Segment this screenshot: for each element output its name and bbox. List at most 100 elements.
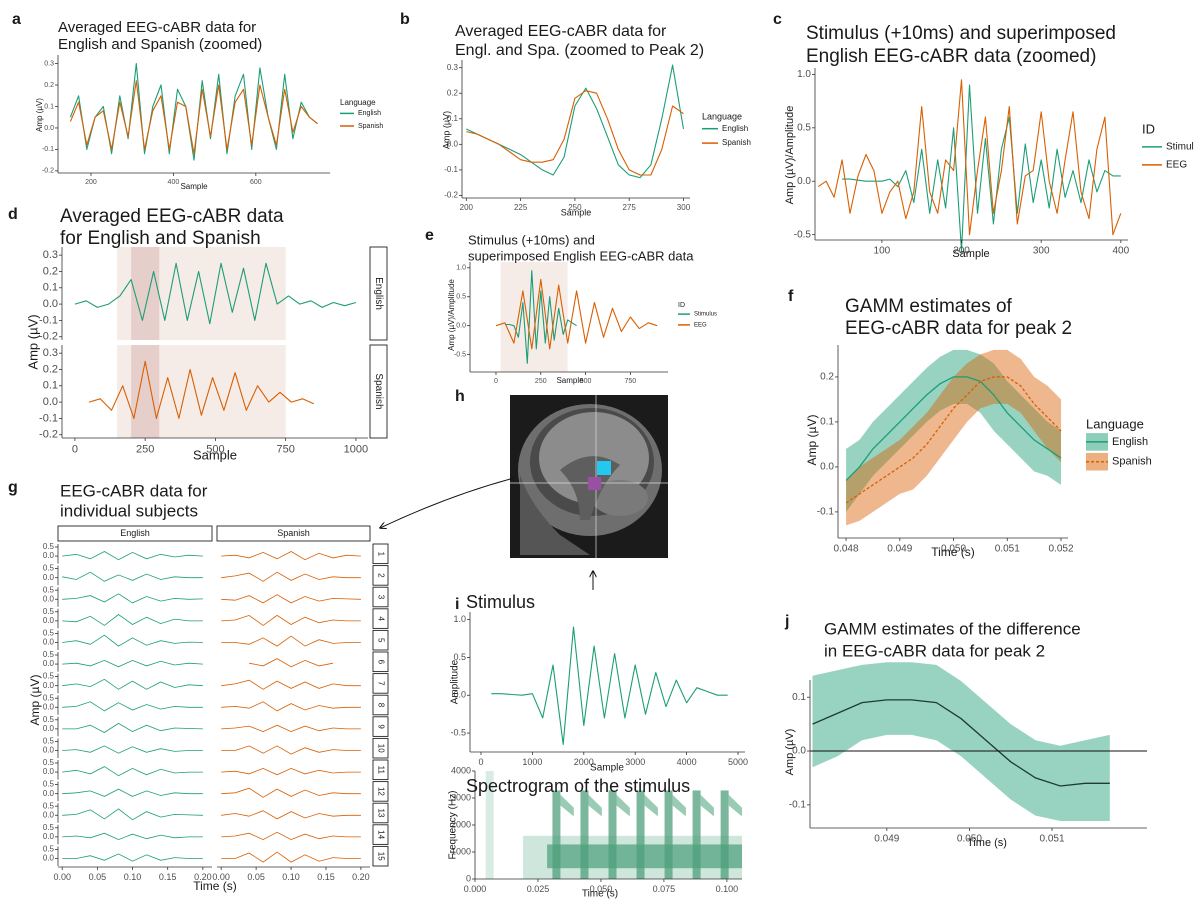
legend-label: Spanish — [1112, 456, 1152, 468]
y-tick-label: 1.0 — [456, 265, 466, 272]
column-label: Spanish — [277, 528, 310, 538]
data-line — [817, 79, 1122, 236]
y-axis-label: Amp (µV) — [784, 729, 796, 776]
x-axis-label: Sample — [180, 182, 208, 191]
y-tick-label: -0.1 — [817, 507, 835, 518]
legend-title: ID — [1142, 121, 1155, 136]
x-tick-label: 0 — [478, 757, 483, 767]
y-tick-label: 0.0 — [43, 573, 55, 582]
row-label: 10 — [376, 744, 385, 753]
x-tick-label: 200 — [460, 203, 474, 212]
row-strip — [372, 694, 389, 716]
row-strip — [372, 565, 389, 586]
panel-letter: f — [788, 288, 794, 305]
spectrogram-harmonic — [608, 790, 617, 879]
x-axis-label: Time (s) — [193, 879, 237, 893]
subject-line — [62, 571, 203, 582]
y-tick-label: 0.5 — [43, 823, 55, 832]
y-tick-label: 0.0 — [43, 746, 55, 755]
chart-title: EEG-cABR data for — [60, 481, 208, 500]
x-tick-label: 0.00 — [212, 872, 230, 882]
y-tick-label: 0.0 — [43, 551, 55, 560]
y-tick-label: 0.0 — [43, 298, 58, 310]
y-tick-label: 0 — [466, 873, 471, 883]
x-tick-label: 0.050 — [957, 834, 982, 845]
confidence-band — [846, 349, 1061, 526]
highlight-region — [131, 345, 160, 438]
row-strip — [372, 759, 389, 781]
x-tick-label: 600 — [250, 179, 262, 186]
x-tick-label: 0.050 — [941, 544, 966, 555]
y-tick-label: 0.0 — [453, 690, 466, 700]
y-tick-label: 0.0 — [43, 594, 55, 603]
subject-line — [62, 722, 203, 733]
subject-line — [62, 701, 203, 712]
x-tick-label: 0.100 — [716, 884, 739, 894]
legend-label: Spanish — [358, 123, 383, 130]
legend-label: Stimulus — [1166, 142, 1194, 153]
y-tick-label: -0.1 — [444, 165, 458, 174]
y-tick-label: -0.5 — [450, 727, 466, 737]
x-tick-label: 225 — [514, 203, 528, 212]
y-axis-label: Frequency (Hz) — [448, 791, 459, 860]
legend-label: Stimulus — [694, 312, 717, 318]
x-tick-label: 0 — [494, 378, 498, 385]
arrow — [380, 477, 515, 528]
subject-line — [221, 831, 361, 841]
row-strip — [372, 781, 389, 802]
y-axis-label: Amp (µV) — [805, 415, 819, 466]
row-label: 3 — [376, 595, 385, 600]
x-tick-label: 275 — [623, 203, 637, 212]
y-tick-label: 0.0 — [43, 789, 55, 798]
y-tick-label: -0.5 — [454, 351, 466, 358]
subject-line — [221, 701, 361, 712]
y-tick-label: 0.5 — [43, 801, 55, 810]
chart-title: English EEG-cABR data (zoomed) — [806, 46, 1096, 67]
highlight-region — [131, 247, 160, 340]
x-tick-label: 0.051 — [995, 544, 1020, 555]
y-axis-label: Amp (µV)/Amplitude — [447, 279, 456, 351]
x-tick-label: 0.00 — [53, 872, 71, 882]
y-tick-label: 1.0 — [453, 614, 466, 624]
chart-title: English and Spanish (zoomed) — [58, 36, 262, 53]
y-tick-label: 0.0 — [456, 323, 466, 330]
y-tick-label: -0.1 — [39, 412, 58, 424]
x-tick-label: 2000 — [574, 757, 594, 767]
x-tick-label: 5000 — [728, 757, 748, 767]
spectrogram-band — [547, 844, 742, 869]
panel-letter: h — [455, 388, 465, 405]
panel-letter: j — [784, 613, 789, 630]
y-tick-label: -0.1 — [789, 799, 807, 810]
row-label: 6 — [376, 660, 385, 665]
y-tick-label: 0.0 — [44, 125, 54, 132]
spectrogram-harmonic — [552, 790, 561, 879]
data-line — [466, 64, 685, 179]
row-label: 2 — [376, 573, 385, 578]
panel-letter: b — [400, 11, 410, 28]
subject-line — [249, 658, 334, 668]
y-tick-label: 3000 — [451, 792, 471, 802]
subject-line — [221, 851, 361, 863]
y-axis-label: Amp (µV)/Amplitude — [784, 106, 796, 205]
row-strip — [372, 673, 389, 694]
subject-line — [62, 832, 203, 841]
x-tick-label: 0.15 — [317, 872, 335, 882]
spectrogram-harmonic — [636, 790, 645, 879]
x-tick-label: 1000 — [344, 444, 368, 456]
spectrogram-harmonic — [700, 794, 714, 817]
y-tick-label: 0.0 — [43, 724, 55, 733]
y-tick-label: 0.0 — [43, 681, 55, 690]
y-tick-label: 0.0 — [447, 139, 459, 148]
subject-line — [62, 788, 203, 797]
y-tick-label: 0.1 — [792, 692, 806, 703]
row-strip — [372, 716, 389, 737]
x-tick-label: 0.049 — [874, 834, 899, 845]
legend-title: Language — [340, 98, 376, 107]
legend-title: ID — [678, 302, 685, 309]
subject-line — [221, 724, 361, 733]
subject-line — [221, 551, 361, 561]
y-tick-label: -0.5 — [794, 229, 812, 240]
fit-line — [812, 699, 1110, 787]
y-axis-label: Amp (µV) — [441, 111, 451, 149]
subject-line — [221, 810, 361, 820]
